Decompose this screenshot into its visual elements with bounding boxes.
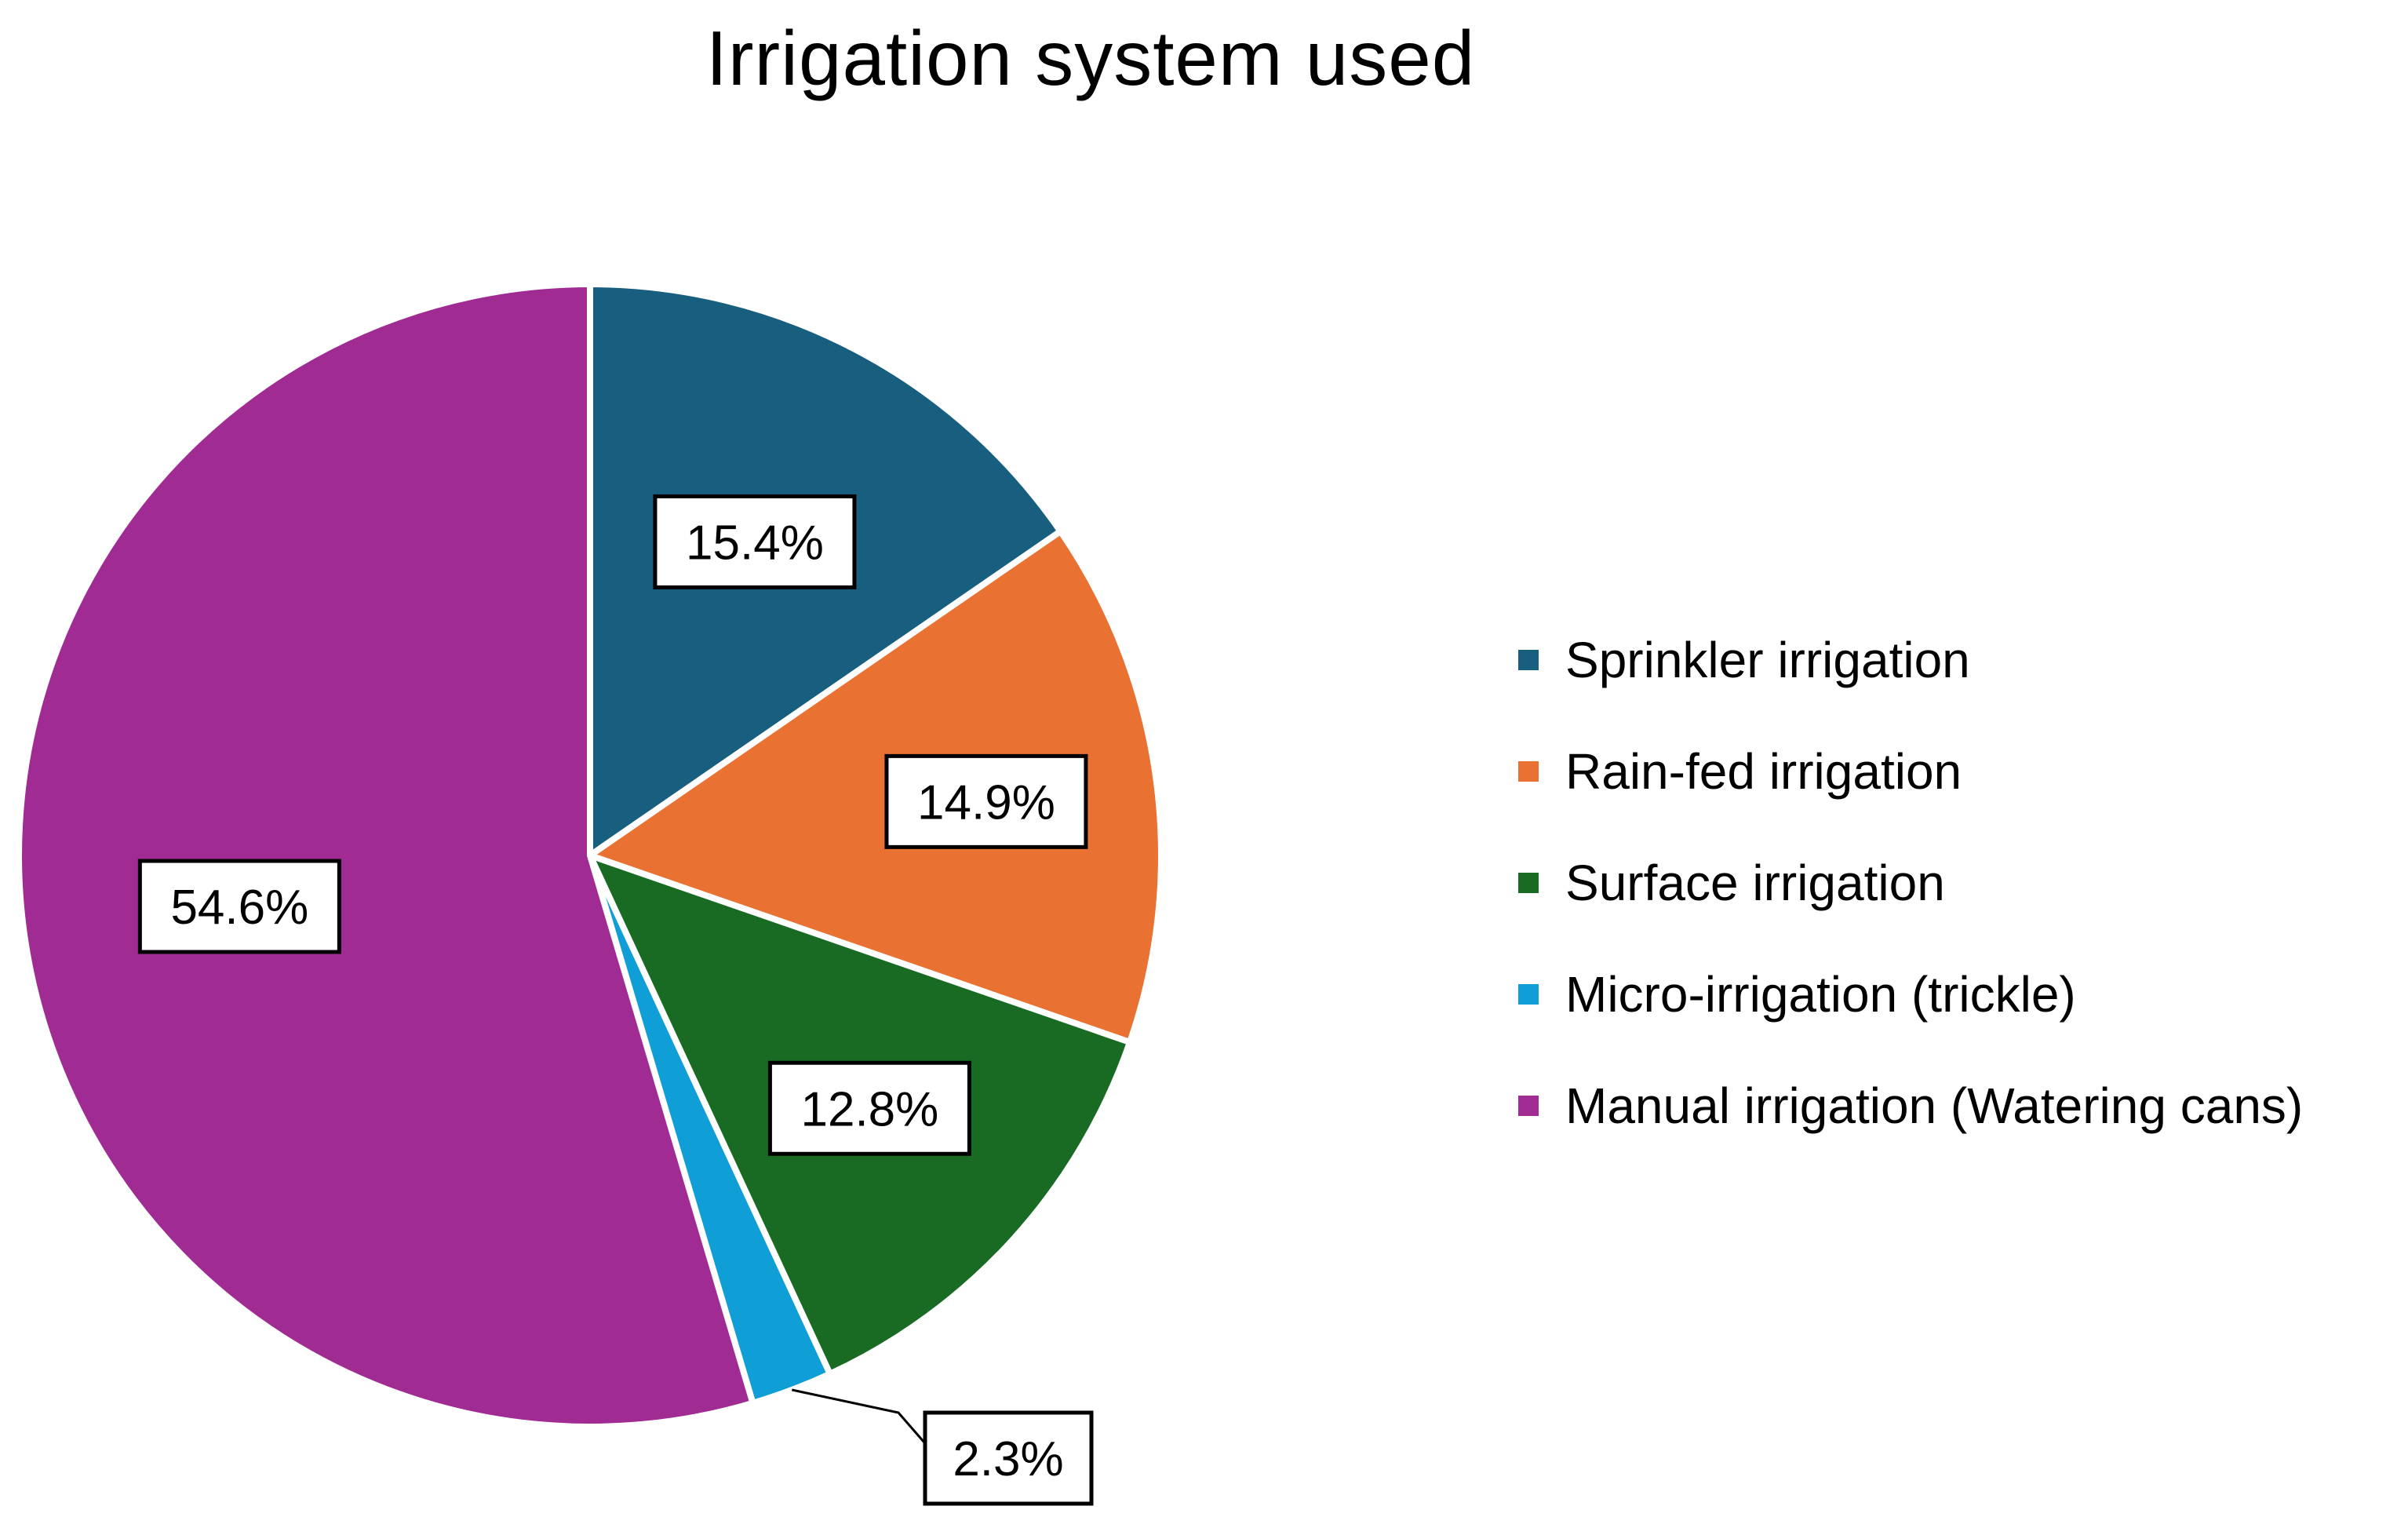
data-label-box (137, 859, 341, 954)
data-label-box (923, 1410, 1094, 1506)
data-label-box (767, 1060, 971, 1156)
pie-slice-rain-fed-irrigation (587, 528, 1165, 1045)
data-label-box (653, 494, 857, 589)
data-label-rain-fed-irrigation: 14.9% (917, 775, 1055, 830)
legend-item-sprinkler: Sprinkler irrigation (1518, 604, 2303, 716)
legend-item-manual: Manual irrigation (Watering cans) (1518, 1050, 2303, 1161)
legend-label: Surface irrigation (1565, 855, 1945, 911)
pie-slices (16, 281, 1165, 1430)
legend: Sprinkler irrigation Rain-fed irrigation… (1518, 604, 2303, 1161)
legend-swatch (1518, 761, 1539, 782)
data-label-surface-irrigation: 12.8% (800, 1082, 938, 1136)
legend-swatch (1518, 1096, 1539, 1116)
legend-swatch (1518, 873, 1539, 893)
chart-title: Irrigation system used (705, 15, 1476, 101)
data-label-leader-line (792, 1388, 926, 1443)
legend-label: Manual irrigation (Watering cans) (1565, 1078, 2304, 1134)
legend-swatch (1518, 984, 1539, 1005)
legend-swatch (1518, 650, 1539, 670)
data-label-sprinkler-irrigation: 15.4% (686, 516, 824, 570)
pie-slice-manual-irrigation-watering-cans (16, 281, 756, 1430)
legend-label: Micro-irrigation (trickle) (1565, 966, 2076, 1023)
legend-label: Rain-fed irrigation (1565, 743, 1962, 800)
data-label-box (884, 753, 1088, 849)
data-label-micro-irrigation-trickle: 2.3% (953, 1432, 1063, 1486)
legend-item-rain-fed: Rain-fed irrigation (1518, 716, 2303, 827)
pie-data-labels: 15.4% 14.9% 12.8% 2.3% 54.6% (137, 494, 1094, 1506)
legend-item-micro: Micro-irrigation (trickle) (1518, 939, 2303, 1050)
legend-item-surface: Surface irrigation (1518, 827, 2303, 939)
data-label-manual-irrigation-watering-cans: 54.6% (170, 881, 308, 935)
legend-label: Sprinkler irrigation (1565, 632, 1970, 688)
